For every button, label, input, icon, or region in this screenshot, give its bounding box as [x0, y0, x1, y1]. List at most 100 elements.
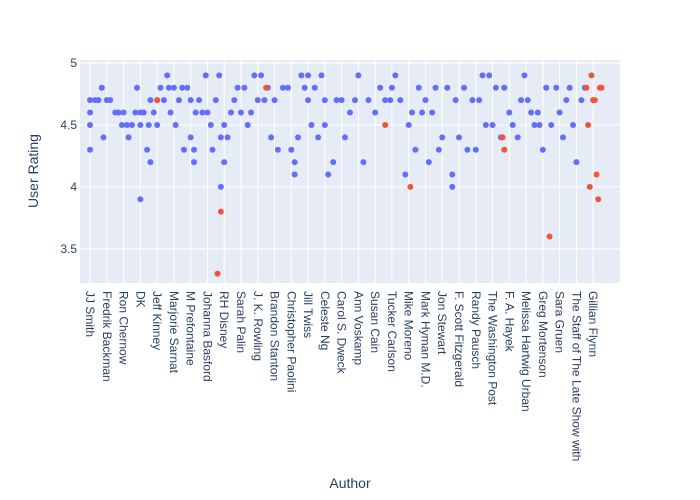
data-point-series-a — [425, 159, 432, 166]
data-point-series-a — [209, 146, 216, 153]
data-point-series-a — [204, 109, 211, 116]
data-point-series-a — [559, 134, 566, 141]
x-tick-label: Randy Pausch — [469, 291, 483, 369]
data-point-series-a — [217, 183, 224, 190]
data-point-series-a — [543, 84, 550, 91]
data-point-series-a — [291, 171, 298, 178]
data-point-series-a — [355, 72, 362, 79]
x-tick-label: Johanna Basford — [200, 291, 214, 382]
data-point-series-a — [199, 109, 206, 116]
data-point-series-a — [224, 134, 231, 141]
data-point-series-a — [305, 97, 312, 104]
x-tick-label: Ron Chernow — [117, 291, 131, 365]
x-tick-label: JJ Smith — [83, 291, 97, 337]
data-point-series-a — [556, 109, 563, 116]
plot-background — [80, 60, 620, 283]
data-point-series-a — [196, 97, 203, 104]
y-tick-label: 4.5 — [60, 118, 77, 132]
data-point-series-a — [164, 72, 171, 79]
data-point-series-a — [539, 146, 546, 153]
data-point-series-a — [207, 121, 214, 128]
data-point-series-a — [241, 84, 248, 91]
data-point-series-a — [419, 109, 426, 116]
data-point-series-a — [118, 121, 125, 128]
data-point-series-a — [150, 109, 157, 116]
data-point-series-a — [251, 72, 258, 79]
x-tick-label: Melissa Hartwig Urban — [519, 291, 533, 412]
data-point-series-a — [486, 72, 493, 79]
data-point-series-a — [311, 84, 318, 91]
data-point-series-a — [472, 146, 479, 153]
data-point-series-a — [125, 134, 132, 141]
x-tick-label: Jeff Kinney — [150, 291, 164, 350]
data-point-series-a — [492, 84, 499, 91]
data-point-series-a — [279, 84, 286, 91]
data-point-series-b — [588, 72, 595, 79]
x-tick-label: Brandon Stanton — [268, 291, 282, 381]
data-point-series-b — [407, 183, 414, 190]
data-point-series-a — [464, 146, 471, 153]
data-point-series-a — [392, 72, 399, 79]
data-point-series-a — [405, 121, 412, 128]
data-point-series-b — [546, 233, 553, 240]
data-point-series-a — [128, 121, 135, 128]
data-point-series-a — [261, 97, 268, 104]
y-axis-title: User Rating — [25, 134, 41, 208]
data-point-series-a — [377, 84, 384, 91]
data-point-series-a — [456, 134, 463, 141]
data-point-series-a — [217, 134, 224, 141]
data-point-series-a — [134, 84, 141, 91]
data-point-series-a — [397, 97, 404, 104]
x-tick-label: The Staff of The Late Show with — [569, 291, 583, 461]
data-point-series-a — [295, 134, 302, 141]
x-tick-label: Mark Hyman M.D. — [418, 291, 432, 388]
data-point-series-a — [553, 84, 560, 91]
data-point-series-b — [583, 84, 590, 91]
x-tick-label: Tucker Carlson — [385, 291, 399, 372]
data-point-series-a — [172, 121, 179, 128]
data-point-series-a — [531, 121, 538, 128]
data-point-series-b — [382, 121, 389, 128]
data-point-series-a — [449, 171, 456, 178]
data-point-series-a — [482, 121, 489, 128]
y-tick-label: 5 — [70, 56, 77, 70]
data-point-series-a — [321, 121, 328, 128]
data-point-series-a — [100, 134, 107, 141]
data-point-series-b — [595, 196, 602, 203]
data-point-series-a — [221, 121, 228, 128]
data-point-series-a — [360, 159, 367, 166]
data-point-series-a — [479, 72, 486, 79]
data-point-series-a — [461, 84, 468, 91]
data-point-series-a — [521, 72, 528, 79]
data-point-series-a — [501, 84, 508, 91]
data-point-series-a — [258, 72, 265, 79]
data-point-series-a — [144, 146, 151, 153]
data-point-series-a — [147, 159, 154, 166]
data-point-series-a — [387, 97, 394, 104]
x-tick-label: Jon Stewart — [435, 291, 449, 355]
data-point-series-a — [548, 121, 555, 128]
data-point-series-a — [271, 97, 278, 104]
data-point-series-a — [382, 97, 389, 104]
x-tick-label: Fredrik Backman — [100, 291, 114, 382]
x-tick-label: Sarah Palin — [234, 291, 248, 353]
data-point-series-a — [160, 97, 167, 104]
data-point-series-a — [202, 72, 209, 79]
data-point-series-a — [435, 146, 442, 153]
data-point-series-a — [123, 121, 130, 128]
data-point-series-a — [333, 97, 340, 104]
data-point-series-a — [534, 109, 541, 116]
data-point-series-a — [87, 121, 94, 128]
data-point-series-a — [412, 146, 419, 153]
data-point-series-a — [452, 97, 459, 104]
data-point-series-a — [372, 109, 379, 116]
data-point-series-a — [365, 97, 372, 104]
data-point-series-a — [518, 97, 525, 104]
data-point-series-a — [175, 97, 182, 104]
x-axis-ticks: JJ Smith Fredrik Backman Ron Chernow DK Jeff… — [83, 291, 600, 461]
data-point-series-a — [444, 84, 451, 91]
x-tick-label: The Washington Post — [486, 291, 500, 406]
x-tick-label: Greg Mortenson — [536, 291, 550, 378]
data-point-series-a — [268, 134, 275, 141]
data-point-series-b — [593, 171, 600, 178]
